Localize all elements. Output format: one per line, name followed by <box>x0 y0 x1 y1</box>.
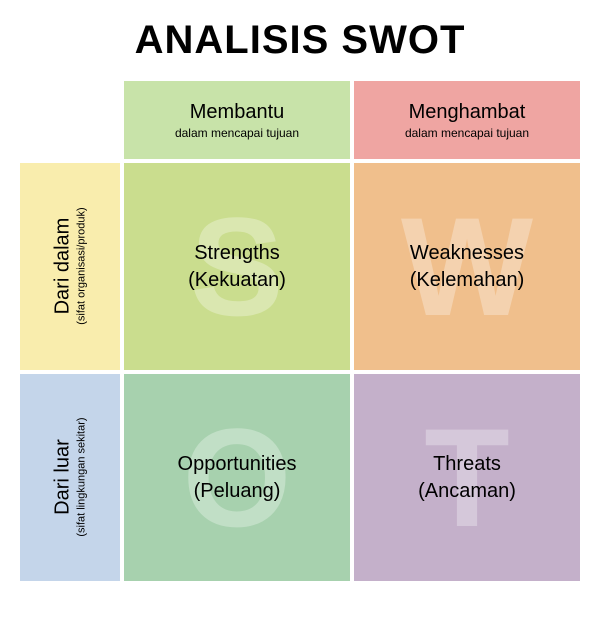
col-header-harm: Menghambat dalam mencapai tujuan <box>354 81 580 159</box>
quad-s-line1: Strengths <box>188 240 286 267</box>
swot-diagram: ANALISIS SWOT Membantu dalam mencapai tu… <box>0 0 600 601</box>
row-internal-sub: (sifat organisasi/produk) <box>76 208 88 325</box>
row-header-external: Dari luar (sifat lingkungan sekitar) <box>20 374 120 581</box>
quadrant-weaknesses: W Weaknesses (Kelemahan) <box>354 163 580 370</box>
quad-s-line2: (Kekuatan) <box>188 267 286 294</box>
row-external-sub: (sifat lingkungan sekitar) <box>76 418 88 537</box>
row-external-title: Dari luar <box>52 440 74 516</box>
quad-w-line1: Weaknesses <box>410 240 525 267</box>
quad-t-line2: (Ancaman) <box>418 478 516 505</box>
col-header-help: Membantu dalam mencapai tujuan <box>124 81 350 159</box>
quad-t-line1: Threats <box>418 451 516 478</box>
quadrant-opportunities: O Opportunities (Peluang) <box>124 374 350 581</box>
row-internal-title: Dari dalam <box>52 218 74 315</box>
quad-o-line1: Opportunities <box>178 451 297 478</box>
quad-o-line2: (Peluang) <box>178 478 297 505</box>
swot-matrix: Membantu dalam mencapai tujuan Menghamba… <box>20 81 580 581</box>
row-header-internal: Dari dalam (sifat organisasi/produk) <box>20 163 120 370</box>
col-harm-title: Menghambat <box>409 101 526 124</box>
col-help-sub: dalam mencapai tujuan <box>175 126 299 140</box>
diagram-title: ANALISIS SWOT <box>20 18 580 63</box>
quadrant-threats: T Threats (Ancaman) <box>354 374 580 581</box>
col-harm-sub: dalam mencapai tujuan <box>405 126 529 140</box>
corner-blank <box>20 81 120 159</box>
quad-w-line2: (Kelemahan) <box>410 267 525 294</box>
quadrant-strengths: S Strengths (Kekuatan) <box>124 163 350 370</box>
col-help-title: Membantu <box>190 101 285 124</box>
